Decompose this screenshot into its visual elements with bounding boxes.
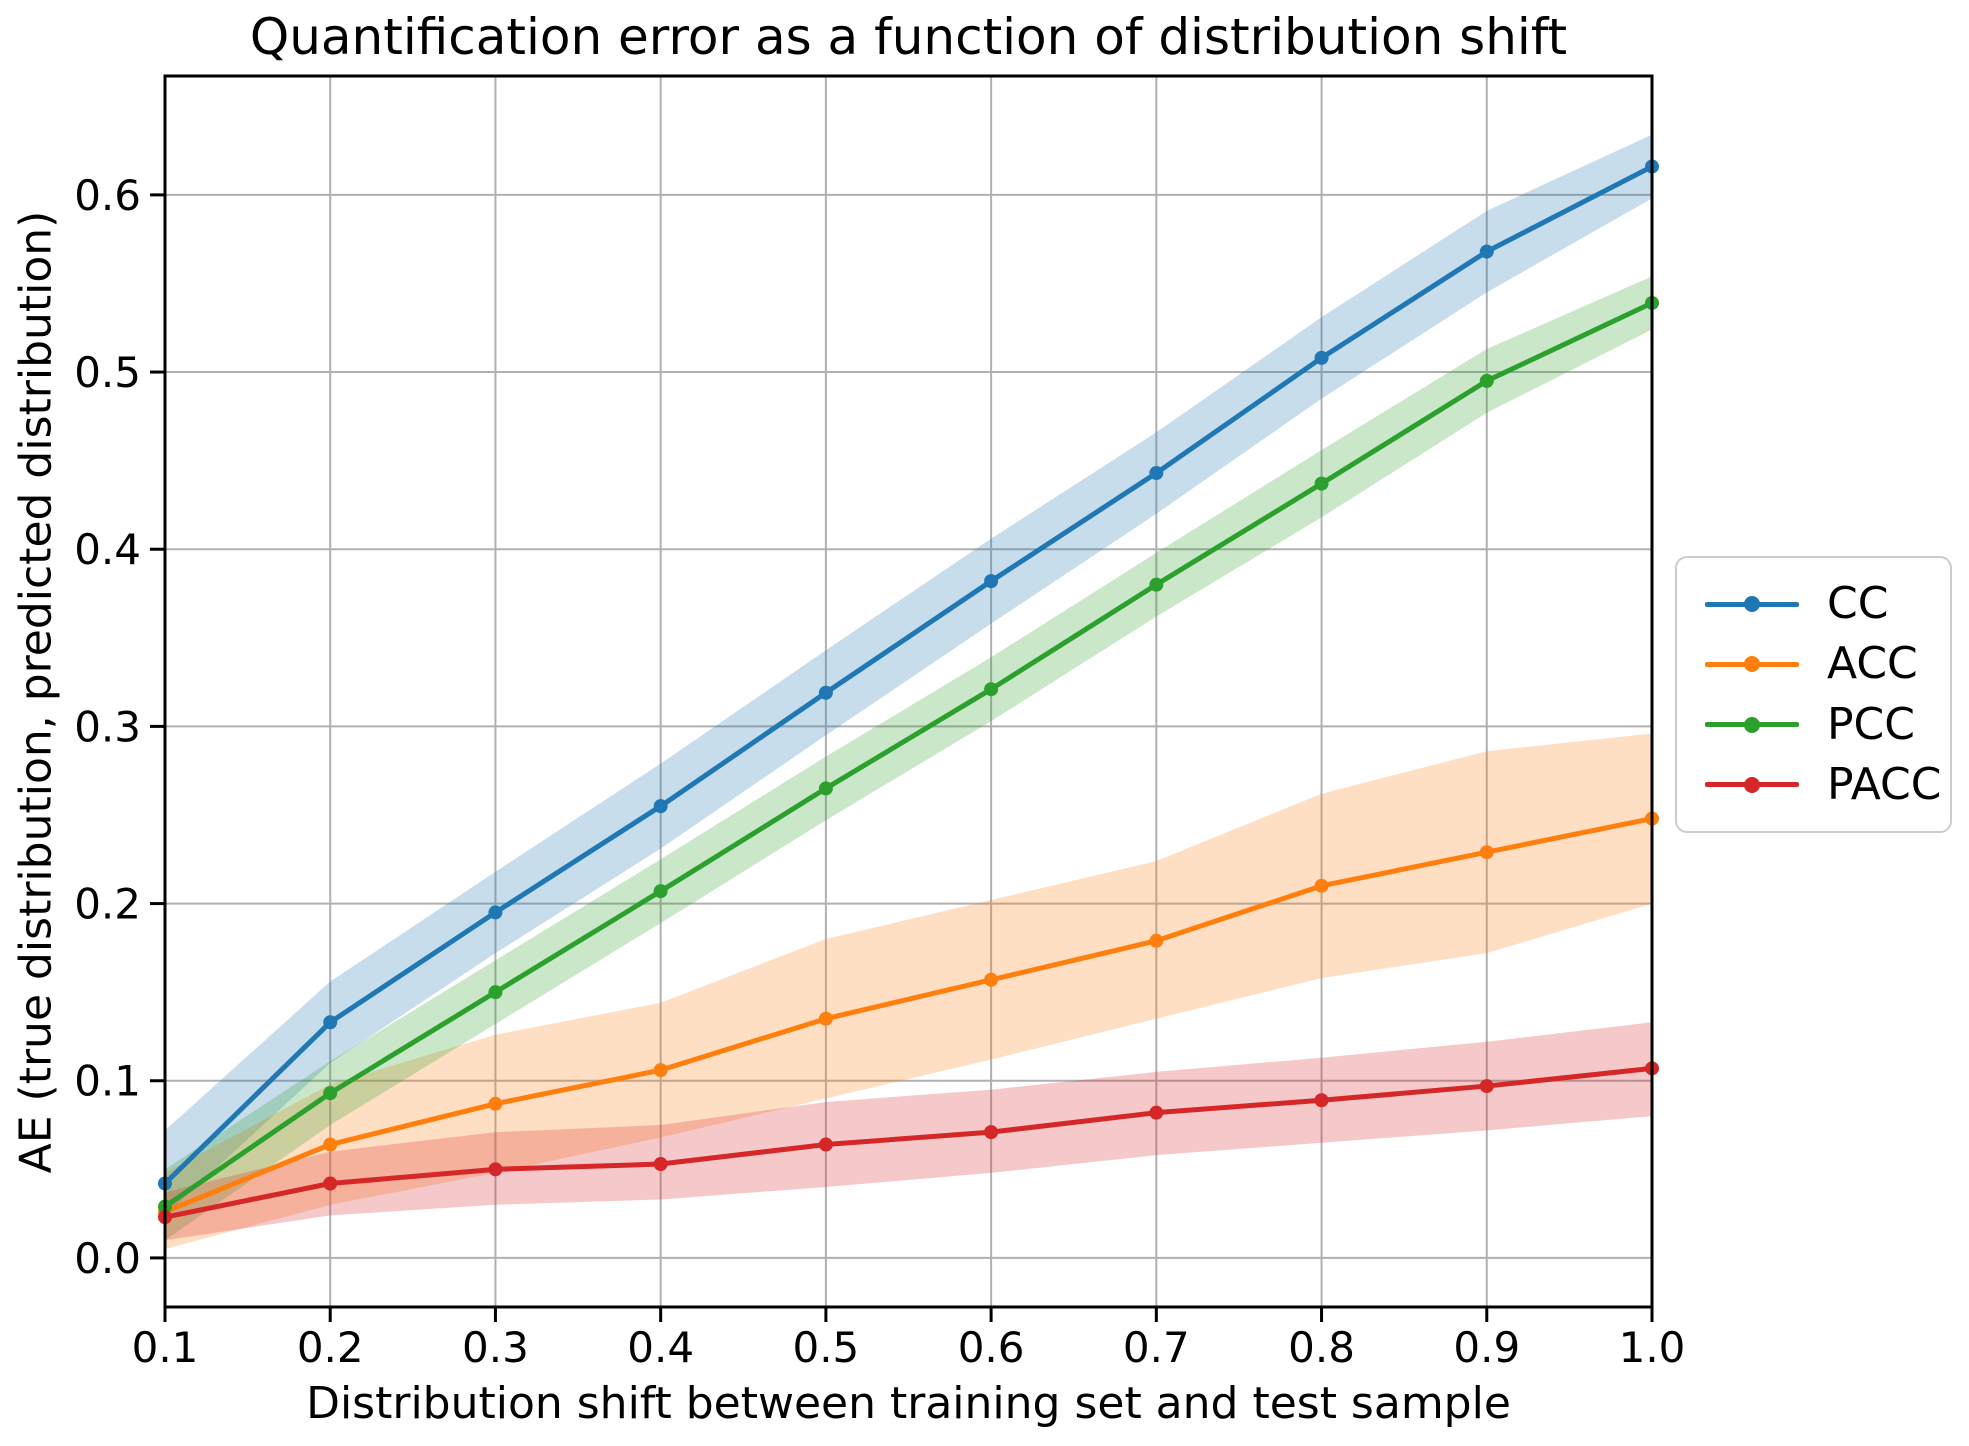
y-tick-label: 0.4 [74, 525, 141, 574]
marker-pcc [653, 884, 668, 899]
y-tick-label: 0.1 [74, 1057, 141, 1106]
series-cc [158, 159, 1659, 1191]
y-tick-label: 0.6 [74, 171, 141, 220]
marker-cc [1479, 244, 1494, 259]
legend-marker-icon [1744, 596, 1760, 613]
legend-item-acc: ACC [1705, 642, 1926, 686]
marker-acc [984, 972, 999, 987]
legend-line-icon [1705, 654, 1799, 674]
marker-acc [323, 1137, 338, 1152]
plot-border [163, 74, 1654, 1309]
chart-title: Quantification error as a function of di… [249, 8, 1568, 66]
band-acc [165, 733, 1652, 1250]
y-tick-label: 0.5 [74, 348, 141, 397]
legend-item-pcc: PCC [1705, 698, 1926, 750]
x-tick-label: 0.4 [627, 1323, 694, 1372]
marker-cc [1149, 466, 1164, 481]
legend-line-icon [1705, 715, 1799, 735]
axis-ticks: 0.1 0.2 0.3 0.4 0.5 0.6 0.7 0.8 0.9 1.0 0.0 0.1 0.2 0… [74, 171, 1685, 1372]
x-tick-label: 0.8 [1288, 1323, 1355, 1372]
legend-item-pacc: PACC [1705, 762, 1942, 807]
marker-cc [488, 905, 503, 920]
line-pcc [162, 300, 1655, 1210]
legend-line-icon [1705, 594, 1799, 614]
marker-pcc [1314, 476, 1329, 491]
y-tick-label: 0.3 [74, 702, 141, 751]
marker-cc [818, 685, 833, 700]
y-tick-label: 0.0 [74, 1234, 141, 1283]
x-tick-label: 0.5 [792, 1323, 859, 1372]
legend-label: PACC [1827, 758, 1942, 810]
x-tick-label: 0.2 [297, 1323, 364, 1372]
line-pacc [162, 1065, 1655, 1220]
x-tick-label: 0.7 [1123, 1323, 1190, 1372]
marker-acc [1314, 878, 1329, 893]
marker-pacc [1479, 1079, 1494, 1094]
legend-marker-icon [1744, 716, 1760, 733]
marker-acc [488, 1096, 503, 1111]
x-tick-label: 0.3 [462, 1323, 529, 1372]
marker-cc [323, 1015, 338, 1030]
x-tick-label: 0.1 [132, 1323, 199, 1372]
line-acc [162, 816, 1655, 1215]
series-pcc [158, 295, 1659, 1214]
line-cc [162, 164, 1655, 1187]
legend-marker-icon [1744, 656, 1760, 673]
marker-pcc [1479, 373, 1494, 388]
marker-acc [1479, 845, 1494, 860]
legend: CC ACC PCC PACC [1675, 556, 1952, 833]
legend-label: ACC [1827, 638, 1918, 690]
y-tick-label: 0.2 [74, 880, 141, 929]
marker-pacc [323, 1176, 338, 1191]
x-axis-label: Distribution shift between training set … [306, 1378, 1511, 1429]
legend-label: CC [1827, 578, 1889, 630]
x-tick-label: 1.0 [1619, 1323, 1686, 1372]
legend-item-cc: CC [1705, 582, 1926, 626]
marker-cc [984, 574, 999, 589]
band-cc [165, 134, 1652, 1216]
marker-pcc [323, 1086, 338, 1101]
marker-acc [1149, 933, 1164, 948]
marker-cc [653, 799, 668, 814]
legend-label: PCC [1827, 698, 1915, 750]
marker-pacc [1314, 1093, 1329, 1108]
marker-pcc [488, 985, 503, 1000]
marker-pacc [653, 1157, 668, 1172]
marker-acc [653, 1063, 668, 1078]
y-axis-label: AE (true distribution, predicted distrib… [10, 210, 62, 1174]
band-pacc [165, 1022, 1652, 1241]
band-pcc [165, 276, 1652, 1241]
marker-acc [818, 1011, 833, 1026]
marker-pacc [818, 1137, 833, 1152]
legend-marker-icon [1744, 776, 1760, 793]
marker-pcc [1149, 577, 1164, 592]
confidence-bands [165, 134, 1652, 1250]
marker-cc [1314, 350, 1329, 365]
marker-pcc [818, 781, 833, 796]
x-tick-label: 0.6 [958, 1323, 1025, 1372]
series-acc [158, 811, 1659, 1219]
x-tick-label: 0.9 [1453, 1323, 1520, 1372]
marker-pacc [488, 1162, 503, 1177]
marker-pcc [984, 682, 999, 697]
marker-pacc [984, 1125, 999, 1140]
marker-pacc [1149, 1105, 1164, 1120]
legend-line-icon [1705, 775, 1799, 795]
